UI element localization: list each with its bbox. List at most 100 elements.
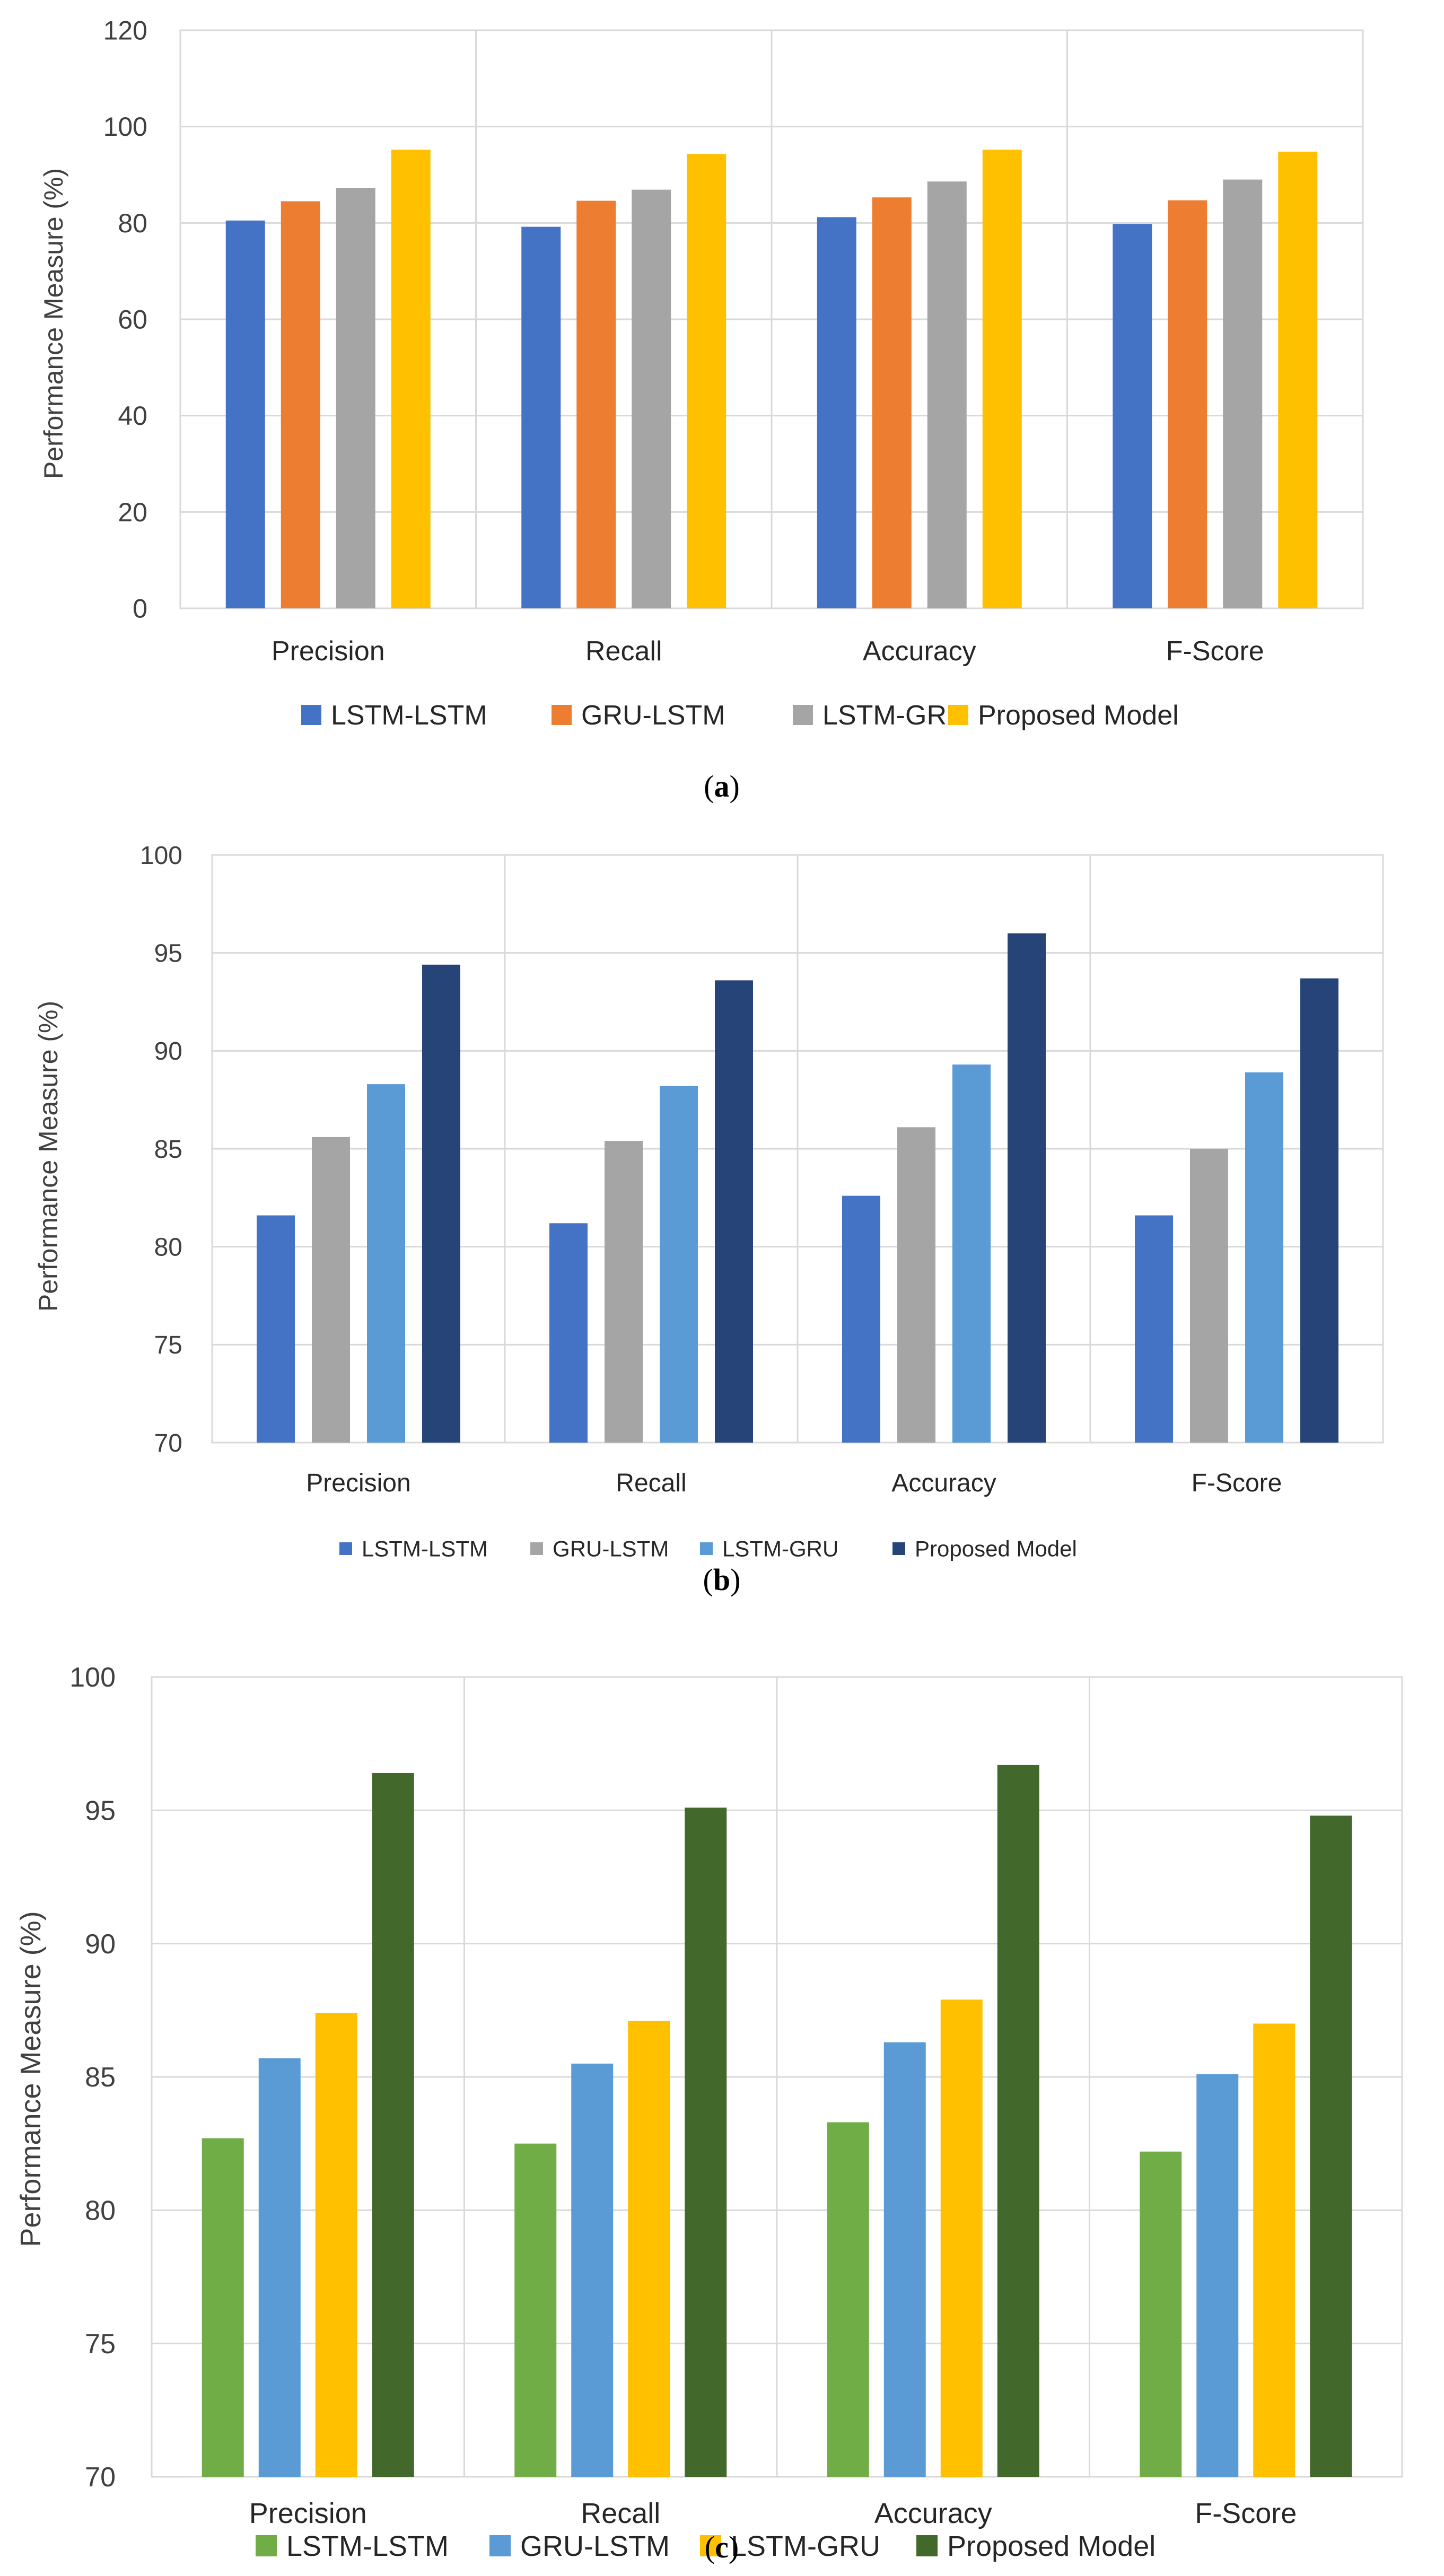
- chart-c-bar-lstm-lstm-accuracy: [827, 2122, 869, 2477]
- chart-c-bar-lstm-gru-accuracy: [940, 1999, 983, 2477]
- chart-a: Performance Measure (%) 0 20 40 60 80 100 120 P…: [0, 0, 1444, 811]
- chart-c-bar-lstm-lstm-f-score: [1140, 2151, 1182, 2477]
- chart-b-legend-label: LSTM-GRU: [722, 1536, 838, 1561]
- chart-b-legend-swatch: [530, 1542, 543, 1555]
- chart-b-ytick-label: 70: [154, 1429, 182, 1457]
- chart-a-legend-label: LSTM-LSTM: [331, 700, 487, 731]
- chart-a-bar-lstm-gru-accuracy: [927, 181, 967, 608]
- chart-b-bar-lstm-gru-precision: [367, 1084, 405, 1443]
- chart-c-legend-swatch: [489, 2535, 511, 2556]
- chart-b-bar-gru-lstm-recall: [605, 1141, 643, 1443]
- chart-b-legend-swatch: [892, 1542, 905, 1555]
- chart-c-legend: LSTM-LSTM GRU-LSTM LSTM-GRU Proposed Model: [256, 2530, 1156, 2562]
- chart-c-bar-gru-lstm-recall: [571, 2063, 614, 2477]
- chart-c-ytick-label: 90: [85, 1929, 116, 1960]
- chart-c-legend-label: LSTM-GRU: [731, 2530, 880, 2562]
- chart-a-bar-proposed-model-precision: [391, 150, 431, 608]
- chart-a-category-label: Accuracy: [863, 636, 976, 667]
- chart-c-ylabel: Performance Measure (%): [15, 1911, 47, 2247]
- chart-c: Performance Measure (%) 70 75 80 85 90 95 100 P…: [15, 1662, 1403, 2564]
- chart-b-bar-lstm-gru-recall: [660, 1086, 698, 1443]
- chart-c-bar-proposed-model-accuracy: [997, 1765, 1039, 2477]
- chart-c-caption: (c): [705, 2530, 739, 2564]
- chart-b-ytick-label: 90: [154, 1037, 182, 1066]
- chart-c-bar-lstm-gru-recall: [628, 2021, 670, 2477]
- chart-b-category-label: Recall: [616, 1469, 686, 1497]
- chart-c-legend-label: Proposed Model: [947, 2530, 1156, 2562]
- chart-b-ytick-label: 80: [154, 1233, 182, 1261]
- chart-c-bar-gru-lstm-precision: [258, 2058, 301, 2477]
- chart-a-plot: 0 20 40 60 80 100 120 Precision Recall Accuracy F-…: [103, 16, 1364, 667]
- chart-b-plot: 70 75 80 85 90 95 100 Precision Recall Accuracy F-…: [140, 842, 1384, 1497]
- chart-c-bar-proposed-model-precision: [372, 1772, 414, 2477]
- chart-c-ytick-label: 75: [85, 2329, 116, 2360]
- chart-a-category-label: Precision: [272, 636, 385, 667]
- chart-a-legend-swatch: [301, 705, 321, 725]
- chart-c-ytick-label: 100: [69, 1662, 116, 1693]
- chart-b-bar-lstm-lstm-precision: [257, 1215, 295, 1443]
- chart-a-bar-lstm-lstm-accuracy: [817, 217, 856, 608]
- chart-a-bar-lstm-gru-recall: [632, 189, 671, 608]
- chart-b-bar-proposed-model-accuracy: [1008, 933, 1046, 1443]
- chart-a-bar-lstm-lstm-precision: [225, 220, 265, 609]
- chart-b-caption: (b): [703, 1562, 741, 1597]
- chart-c-ytick-label: 80: [85, 2196, 116, 2226]
- chart-b-legend-label: Proposed Model: [915, 1536, 1077, 1561]
- chart-c-legend-swatch: [256, 2535, 277, 2556]
- chart-b-bar-proposed-model-recall: [715, 980, 753, 1443]
- chart-b-legend-swatch: [339, 1542, 352, 1555]
- chart-a-category-label: Recall: [585, 636, 662, 667]
- chart-a-ytick-label: 20: [118, 497, 147, 527]
- chart-c-ytick-label: 70: [85, 2462, 116, 2493]
- chart-c-legend-swatch: [700, 2535, 721, 2556]
- chart-b-bar-gru-lstm-f-score: [1190, 1149, 1228, 1443]
- chart-a-caption: (a): [704, 769, 740, 804]
- chart-a-bar-lstm-lstm-f-score: [1113, 224, 1152, 608]
- chart-a-legend-label: Proposed Model: [978, 700, 1179, 731]
- chart-a-legend-swatch: [552, 705, 572, 725]
- chart-c-category-label: Accuracy: [874, 2498, 992, 2529]
- chart-a-bar-proposed-model-recall: [687, 154, 727, 609]
- chart-c-bar-proposed-model-recall: [685, 1807, 727, 2477]
- chart-c-bar-gru-lstm-accuracy: [883, 2042, 926, 2477]
- chart-a-bar-proposed-model-accuracy: [982, 150, 1022, 608]
- chart-b-bar-lstm-gru-f-score: [1245, 1072, 1283, 1443]
- chart-c-category-label: Precision: [249, 2498, 367, 2529]
- chart-a-bar-gru-lstm-recall: [576, 200, 616, 608]
- chart-a-bar-lstm-gru-precision: [336, 188, 375, 608]
- chart-a-legend-swatch: [948, 705, 968, 725]
- chart-a-legend-label: LSTM-GRU: [822, 700, 967, 731]
- chart-a-ytick-label: 60: [118, 305, 147, 335]
- chart-b-legend: LSTM-LSTM GRU-LSTM LSTM-GRU Proposed Model: [339, 1536, 1077, 1561]
- chart-a-bar-lstm-lstm-recall: [521, 226, 561, 609]
- chart-b-ylabel: Performance Measure (%): [33, 1001, 63, 1312]
- chart-a-ytick-label: 120: [103, 16, 147, 46]
- chart-b-ytick-label: 85: [154, 1136, 182, 1164]
- chart-a-category-label: F-Score: [1166, 636, 1264, 667]
- chart-b: Performance Measure (%) 70 75 80 85 90 95 100 P…: [33, 842, 1384, 1597]
- chart-c-bar-lstm-gru-precision: [315, 2013, 357, 2477]
- chart-c-bar-lstm-lstm-recall: [514, 2143, 557, 2477]
- chart-c-category-label: F-Score: [1195, 2498, 1297, 2529]
- chart-b-category-label: F-Score: [1192, 1469, 1282, 1497]
- chart-b-legend-label: LSTM-LSTM: [362, 1536, 488, 1561]
- chart-b-legend-label: GRU-LSTM: [553, 1536, 669, 1561]
- chart-a-bar-gru-lstm-precision: [281, 201, 320, 608]
- chart-c-ytick-label: 85: [85, 2062, 116, 2093]
- chart-c-legend-label: GRU-LSTM: [520, 2530, 670, 2562]
- chart-b-ytick-label: 75: [154, 1331, 182, 1359]
- chart-b-category-label: Precision: [306, 1469, 410, 1497]
- chart-a-ytick-label: 100: [103, 112, 147, 142]
- chart-a-ylabel: Performance Measure (%): [39, 168, 68, 479]
- chart-c-bar-proposed-model-f-score: [1310, 1815, 1352, 2477]
- chart-a-bar-proposed-model-f-score: [1278, 151, 1318, 608]
- chart-b-legend-swatch: [700, 1542, 713, 1555]
- chart-b-bar-lstm-lstm-f-score: [1135, 1215, 1173, 1443]
- chart-b-bar-gru-lstm-accuracy: [897, 1127, 935, 1443]
- chart-b-bar-lstm-lstm-recall: [549, 1223, 588, 1443]
- chart-c-bar-gru-lstm-f-score: [1196, 2074, 1239, 2477]
- chart-a-ytick-label: 0: [133, 594, 147, 624]
- chart-a-ytick-label: 80: [118, 208, 147, 238]
- chart-c-ytick-label: 95: [85, 1796, 116, 1827]
- chart-b-bar-lstm-gru-accuracy: [952, 1064, 991, 1443]
